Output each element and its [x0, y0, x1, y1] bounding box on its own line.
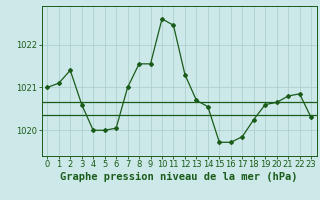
X-axis label: Graphe pression niveau de la mer (hPa): Graphe pression niveau de la mer (hPa): [60, 172, 298, 182]
